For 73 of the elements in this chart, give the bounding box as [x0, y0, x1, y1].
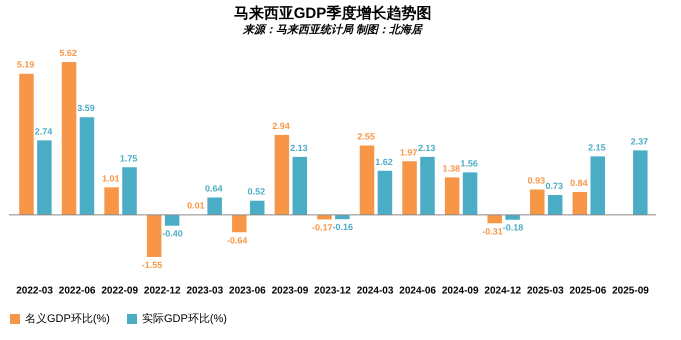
- data-label: -0.64: [226, 235, 248, 246]
- x-tick-label: 2024-03: [356, 286, 394, 296]
- bar: [487, 214, 502, 224]
- bar: [80, 117, 94, 215]
- chart-title: 马来西亚GDP季度增长趋势图: [234, 4, 432, 22]
- bar: [462, 172, 478, 215]
- bar: [19, 74, 34, 215]
- bar: [164, 214, 180, 226]
- bar: [207, 197, 222, 215]
- x-tick-label: 2024-06: [399, 286, 436, 296]
- x-tick-label: 2024-12: [484, 286, 522, 296]
- bar: [104, 187, 119, 215]
- data-label: -0.40: [162, 228, 183, 239]
- legend-label: 名义GDP环比(%): [25, 312, 110, 325]
- x-tick-label: 2024-09: [442, 286, 479, 296]
- chart-subtitle: 来源：马来西亚统计局 制图：北海居: [242, 23, 424, 36]
- data-label: 2.37: [630, 136, 648, 146]
- data-label: -1.55: [142, 260, 162, 270]
- bar: [62, 62, 76, 215]
- data-label: -0.31: [482, 226, 503, 236]
- x-tick-label: 2022-12: [144, 286, 182, 296]
- data-label: 0.84: [570, 178, 588, 188]
- bar: [292, 156, 308, 215]
- x-tick-label: 2023-12: [314, 286, 352, 296]
- data-label: 0.73: [546, 180, 564, 191]
- x-tick-label: 2022-06: [58, 286, 96, 296]
- bar: [250, 200, 264, 215]
- data-label: 1.01: [102, 173, 120, 184]
- data-label: 2.13: [418, 142, 436, 153]
- bar: [548, 194, 562, 215]
- x-tick-label: 2023-03: [186, 286, 224, 296]
- legend-label: 实际GDP环比(%): [142, 312, 227, 325]
- bar: [37, 140, 52, 215]
- bar: [444, 177, 460, 215]
- bar: [232, 214, 247, 232]
- data-label: 2.13: [290, 142, 308, 153]
- data-label: 1.38: [442, 163, 460, 174]
- x-tick-label: 2025-09: [612, 286, 650, 296]
- data-label: 0.93: [528, 176, 546, 186]
- bar: [572, 192, 588, 215]
- bar: [378, 170, 392, 215]
- x-tick-label: 2025-06: [570, 286, 607, 296]
- bar: [420, 156, 435, 215]
- data-label: 2.55: [357, 131, 375, 142]
- data-label: 1.56: [460, 158, 478, 168]
- data-label: -0.18: [502, 222, 524, 233]
- bar: [122, 167, 137, 215]
- data-label: 5.19: [16, 60, 34, 70]
- data-label: -0.16: [332, 222, 353, 232]
- bar: [633, 150, 648, 215]
- bar: [274, 134, 290, 215]
- data-label: 0.64: [205, 183, 223, 194]
- bar: [146, 214, 162, 257]
- data-label: 2.74: [34, 126, 52, 136]
- x-tick-label: 2025-03: [526, 286, 564, 296]
- data-label: 1.75: [120, 153, 138, 164]
- data-label: 1.97: [400, 147, 418, 158]
- bar: [402, 161, 417, 215]
- bar: [360, 145, 374, 215]
- x-tick-label: 2022-03: [16, 286, 54, 296]
- x-tick-label: 2023-06: [229, 286, 266, 296]
- data-label: 2.15: [588, 142, 606, 152]
- x-tick-label: 2023-09: [272, 286, 309, 296]
- data-label: 2.94: [272, 120, 290, 131]
- data-label: 0.01: [187, 200, 205, 211]
- data-label: -0.17: [312, 222, 333, 232]
- data-label: 3.59: [77, 103, 95, 114]
- data-label: 0.52: [248, 186, 266, 197]
- data-label: 5.62: [59, 48, 77, 58]
- data-label: 1.62: [375, 156, 393, 167]
- x-tick-label: 2022-09: [101, 286, 138, 296]
- bar: [530, 190, 545, 215]
- bar: [590, 156, 606, 215]
